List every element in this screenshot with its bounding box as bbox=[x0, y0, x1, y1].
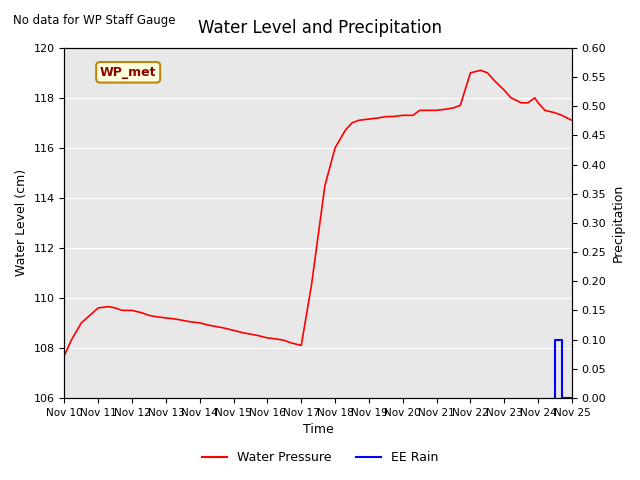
Water Pressure bbox=[186, 319, 193, 324]
Water Pressure bbox=[172, 316, 180, 322]
EE Rain bbox=[558, 395, 566, 401]
Water Pressure bbox=[341, 128, 349, 133]
Y-axis label: Water Level (cm): Water Level (cm) bbox=[15, 169, 28, 276]
EE Rain bbox=[551, 395, 559, 401]
EE Rain bbox=[558, 336, 566, 342]
Line: EE Rain: EE Rain bbox=[555, 48, 640, 398]
EE Rain bbox=[551, 336, 559, 342]
Water Pressure bbox=[246, 331, 254, 337]
Water Pressure bbox=[568, 118, 576, 123]
Text: No data for WP Staff Gauge: No data for WP Staff Gauge bbox=[13, 14, 175, 27]
Water Pressure bbox=[477, 67, 484, 73]
Water Pressure bbox=[61, 352, 68, 358]
Text: Water Level and Precipitation: Water Level and Precipitation bbox=[198, 19, 442, 37]
Text: WP_met: WP_met bbox=[100, 66, 156, 79]
Legend: Water Pressure, EE Rain: Water Pressure, EE Rain bbox=[196, 446, 444, 469]
Water Pressure bbox=[517, 100, 525, 106]
Y-axis label: Precipitation: Precipitation bbox=[612, 184, 625, 262]
X-axis label: Time: Time bbox=[303, 423, 333, 436]
Line: Water Pressure: Water Pressure bbox=[65, 70, 572, 355]
Water Pressure bbox=[375, 115, 383, 120]
